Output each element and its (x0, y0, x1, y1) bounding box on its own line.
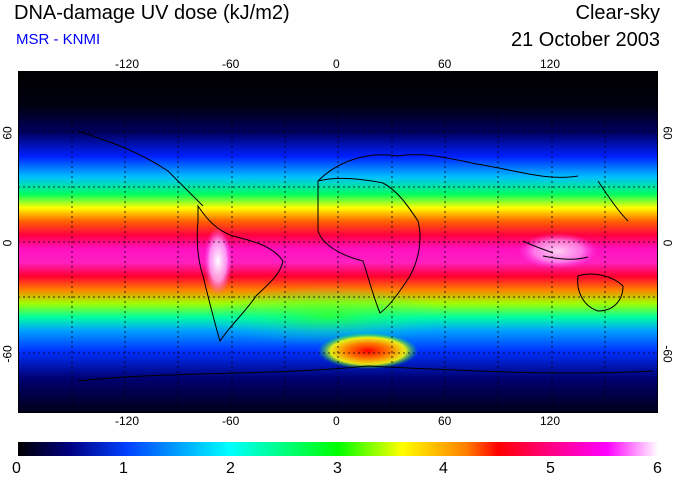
scale-label: 2 (226, 460, 235, 477)
lon-tick-bottom: -120 (115, 414, 140, 428)
sky-condition: Clear-sky (575, 2, 660, 24)
lon-tick-top: 60 (438, 57, 452, 71)
coastlines (77, 130, 654, 382)
color-scale-bar (18, 442, 658, 456)
uv-dose-map (18, 71, 658, 413)
map-title: DNA-damage UV dose (kJ/m2) (14, 2, 290, 24)
lon-tick-top: -60 (222, 57, 240, 71)
lat-tick-left: 60 (0, 126, 15, 140)
lon-tick-bottom: 60 (438, 414, 452, 428)
lat-tick-right: -60 (660, 345, 675, 363)
antarctic-uv-maximum (318, 333, 418, 369)
lon-tick-bottom: 0 (333, 414, 340, 428)
lat-tick-right: 60 (660, 126, 675, 140)
scale-label: 4 (439, 460, 448, 477)
indonesia-hotspot (518, 233, 598, 269)
color-scale-gradient (18, 442, 658, 456)
scale-label: 3 (333, 460, 342, 477)
map-date: 21 October 2003 (511, 29, 660, 51)
lon-tick-top: -120 (115, 57, 140, 71)
source-label: MSR - KNMI (16, 31, 101, 48)
andes-hotspot (204, 227, 232, 295)
scale-label: 1 (119, 460, 128, 477)
map-frame (18, 71, 658, 413)
lat-tick-left: 0 (0, 239, 15, 247)
southern-ocean-plume (208, 286, 448, 346)
lon-tick-top: 120 (540, 57, 561, 71)
lat-tick-left: -60 (0, 345, 15, 363)
lat-tick-right: 0 (660, 239, 675, 247)
lon-tick-top: 0 (333, 57, 340, 71)
scale-label: 0 (12, 460, 21, 477)
lon-tick-bottom: 120 (540, 414, 561, 428)
scale-label: 5 (546, 460, 555, 477)
lon-tick-bottom: -60 (222, 414, 240, 428)
graticule (18, 71, 658, 413)
scale-label: 6 (653, 460, 662, 477)
